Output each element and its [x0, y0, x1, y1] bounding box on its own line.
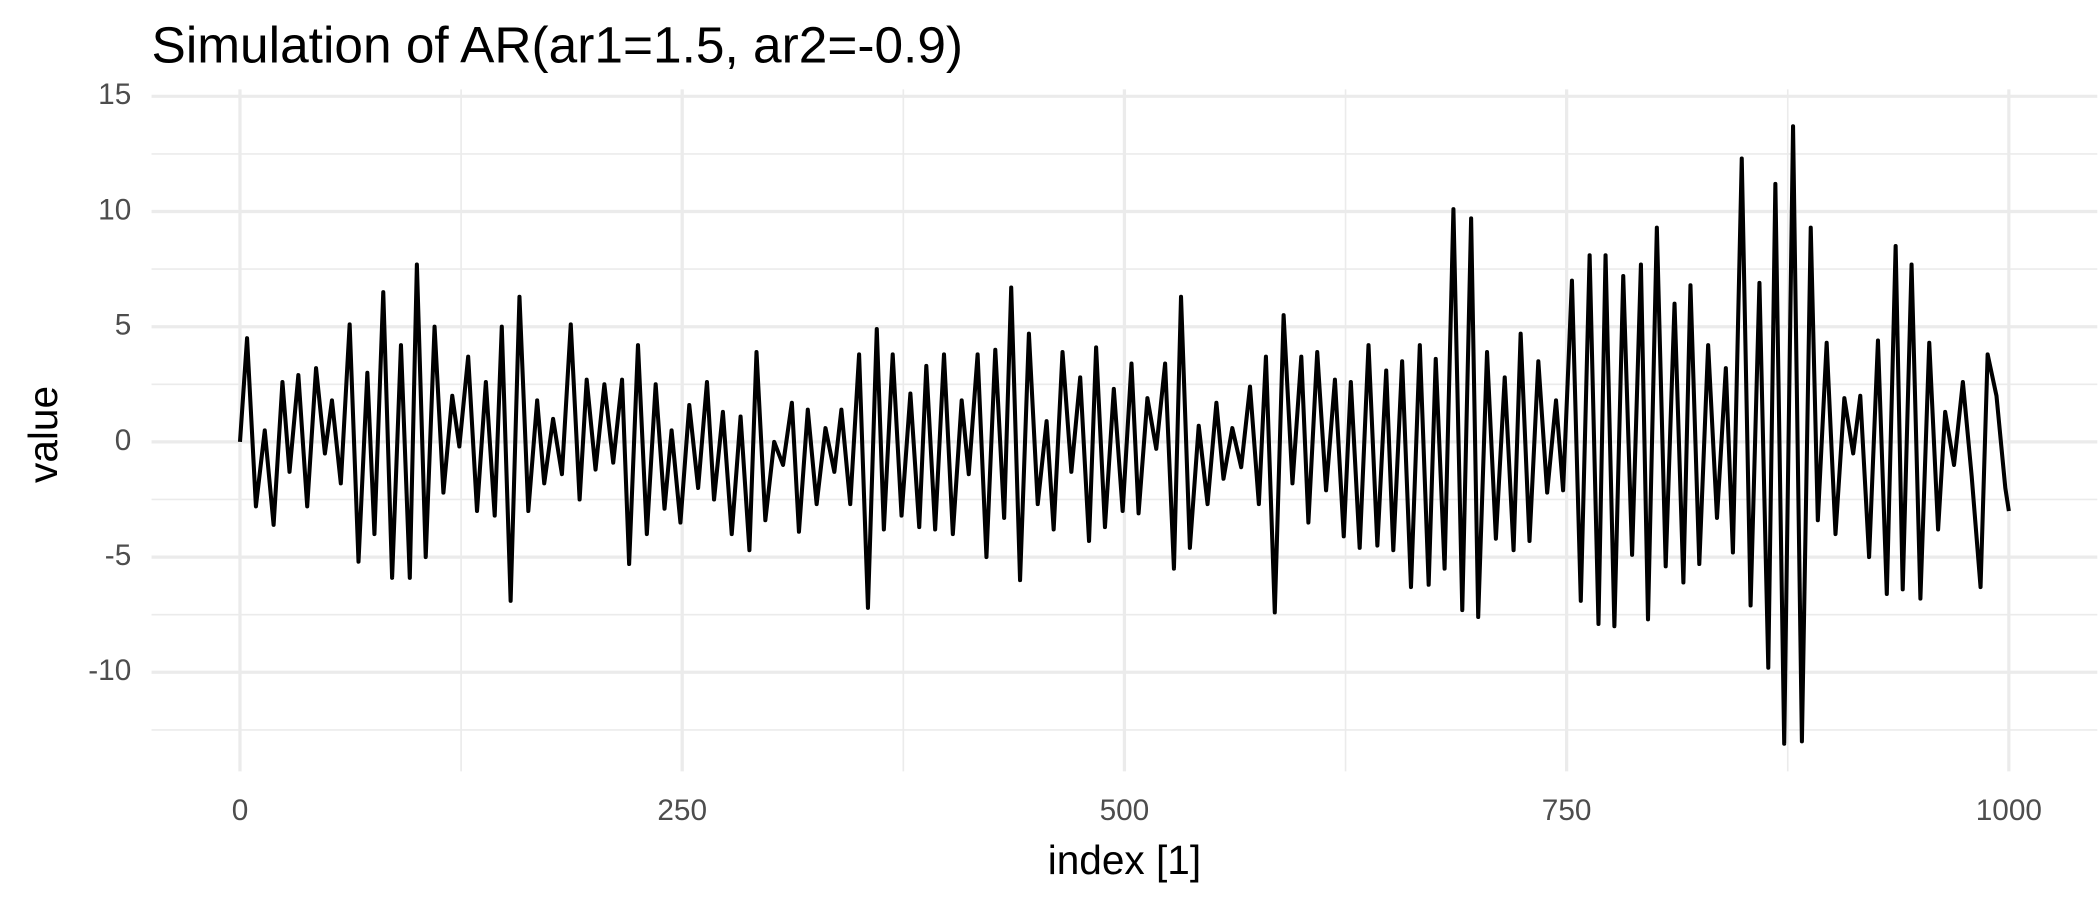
x-tick-label: 750: [1542, 794, 1592, 827]
x-tick-label: 0: [232, 794, 249, 827]
x-tick-label: 500: [1100, 794, 1150, 827]
y-tick-label: 5: [115, 309, 132, 342]
x-tick-label: 1000: [1976, 794, 2042, 827]
y-tick-label: 10: [98, 193, 131, 226]
y-tick-label: 0: [115, 424, 132, 457]
x-tick-label: 250: [657, 794, 707, 827]
y-axis-title: value: [20, 386, 66, 483]
y-tick-label: 15: [98, 78, 131, 111]
y-tick-label: -10: [88, 654, 131, 687]
chart-title: Simulation of AR(ar1=1.5, ar2=-0.9): [152, 15, 964, 73]
x-axis-title: index [1]: [1048, 837, 1201, 883]
y-tick-label: -5: [105, 539, 131, 572]
series-line: [237, 124, 2011, 746]
